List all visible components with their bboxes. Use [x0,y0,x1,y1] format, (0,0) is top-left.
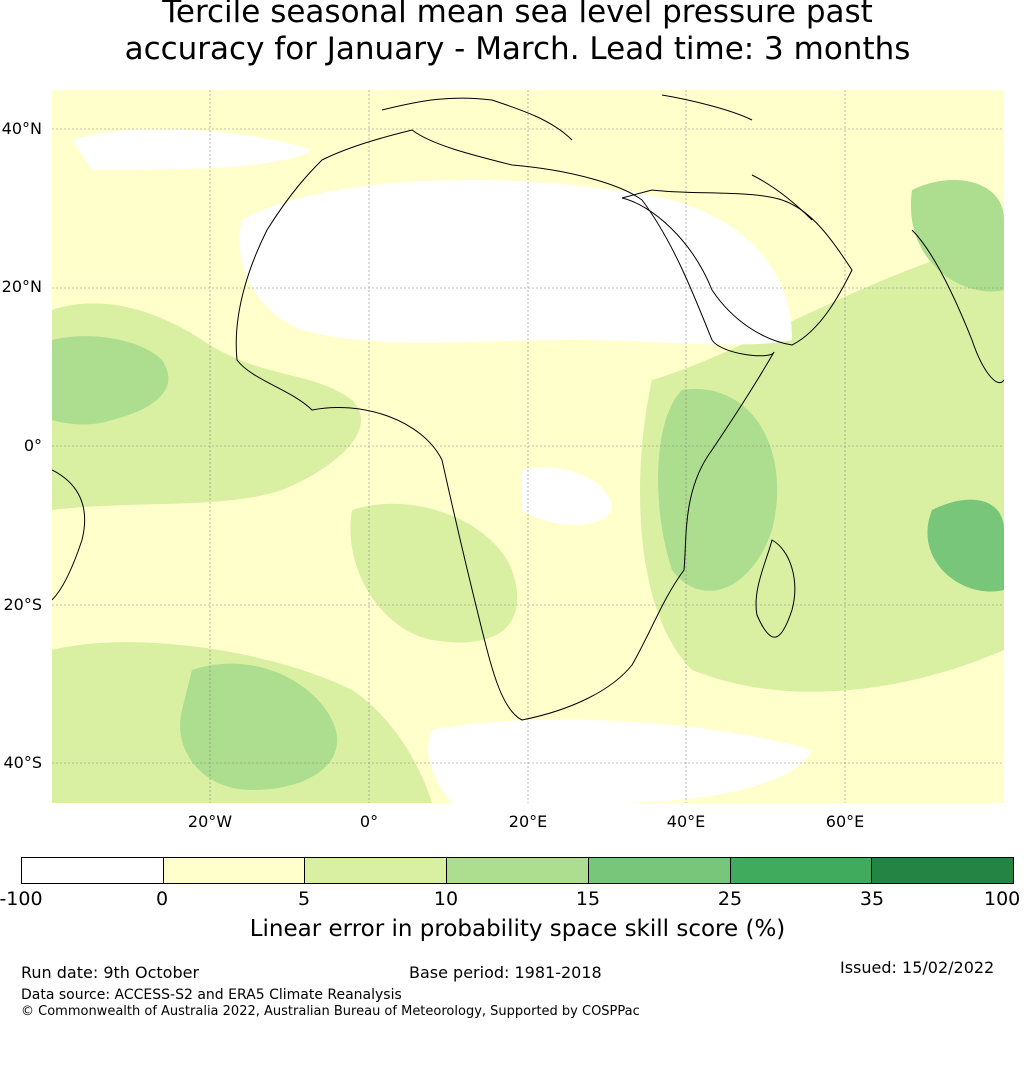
south-america-coastline [52,469,86,601]
lat-label-equator: 0° [23,436,42,455]
black-sea-coastline [661,94,753,121]
copyright: © Commonwealth of Australia 2022, Austra… [21,1004,640,1019]
colorbar-tick-25: 25 [717,888,743,910]
arabia-coastline [621,189,853,346]
data-source: Data source: ACCESS-S2 and ERA5 Climate … [21,987,402,1003]
no-skill-zone-north-atlantic [72,129,312,170]
lat-label-40s: 40°S [3,753,42,772]
no-skill-zone-sahara [239,180,792,345]
lon-label-0: 0° [359,812,379,831]
title-line-1: Tercile seasonal mean sea level pressure… [162,0,873,30]
skill-zone-south-indian [927,499,1004,592]
title-line-2: accuracy for January - March. Lead time:… [124,31,911,67]
skill-map [52,90,1004,803]
lat-label-20n: 20°N [1,277,42,296]
lon-label-60e: 60°E [825,812,865,831]
madagascar-coastline [755,539,796,638]
colorbar-tick-15: 15 [575,888,601,910]
lat-label-40n: 40°N [1,119,42,138]
colorbar-segment [304,858,447,883]
colorbar-segment [446,858,588,883]
run-date: Run date: 9th October [21,963,200,982]
issued-date: Issued: 15/02/2022 [840,958,995,977]
lon-label-20e: 20°E [508,812,548,831]
colorbar-tick-35: 35 [859,888,885,910]
lat-label-20s: 20°S [3,595,42,614]
colorbar-tick-5: 5 [297,888,311,910]
persian-gulf-coastline [751,174,813,221]
mediterranean-coastline [381,97,573,141]
colorbar-label: Linear error in probability space skill … [249,916,786,942]
base-period: Base period: 1981-2018 [409,963,602,982]
chart-title: Tercile seasonal mean sea level pressure… [0,0,1035,68]
skill-zone-east-africa [658,389,778,591]
colorbar-segment [162,858,305,883]
no-skill-zone-southern-ocean [428,719,812,803]
colorbar-tick-0: 0 [155,888,169,910]
lon-label-40e: 40°E [666,812,706,831]
colorbar-segment [871,858,1014,883]
no-skill-zone-congo [522,467,612,525]
colorbar-segment [587,858,730,883]
africa-coastline [235,129,775,721]
colorbar [21,857,1014,884]
india-coastline [911,229,1004,383]
skill-zone-india [910,180,1004,292]
colorbar-tick-10: 10 [433,888,459,910]
skill-zone-south-atlantic-core [180,663,338,790]
map-canvas [52,90,1004,803]
map-gridlines [52,90,1004,803]
colorbar-segment [729,858,872,883]
skill-zone-central-africa [350,503,518,643]
colorbar-segment [22,858,163,883]
colorbar-tick-neg100: -100 [0,888,43,910]
coastlines [52,94,1004,721]
skill-zone-atlantic-core [52,336,169,425]
colorbar-tick-100: 100 [984,888,1021,910]
lon-label-20w: 20°W [187,812,233,831]
